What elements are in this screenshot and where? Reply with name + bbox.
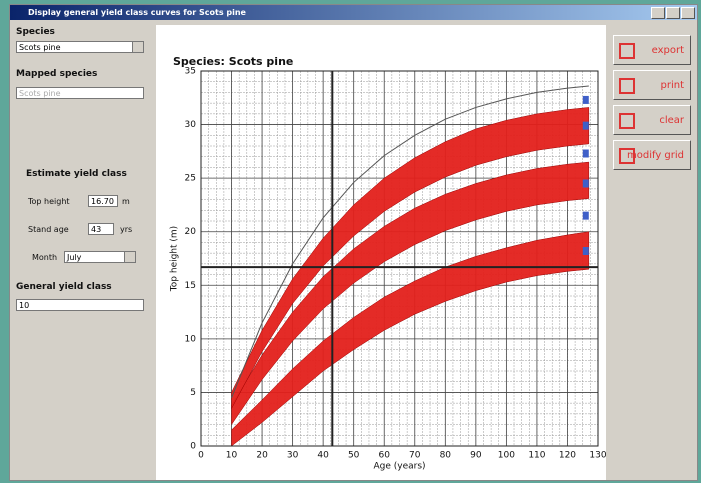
y-tick-label: 5 [190,388,196,398]
y-tick-label: 15 [185,281,196,291]
window-title: Display general yield class curves for S… [28,8,246,17]
page: Display general yield class curves for S… [0,0,701,479]
maximize[interactable] [666,7,680,19]
y-tick-label: 0 [190,442,196,452]
toolbar-button[interactable]: export [613,35,691,65]
y-tick-label: 35 [185,67,196,77]
close[interactable] [681,7,695,19]
x-tick-label: 130 [589,451,606,461]
toolbar-button[interactable]: modify grid [613,140,691,170]
y-tick-label: 25 [185,174,196,184]
x-axis-label: Age (years) [373,462,425,472]
x-tick-label: 70 [409,451,421,461]
x-tick-label: 0 [198,451,204,461]
label: Species [16,27,55,37]
x-tick-label: 30 [287,451,299,461]
unit: m [122,197,130,206]
minimize[interactable] [651,7,665,19]
marker [583,212,589,220]
label: General yield class [16,282,112,292]
x-tick-label: 10 [226,451,238,461]
y-tick-label: 30 [185,120,197,130]
toolbar-button[interactable]: print [613,70,691,100]
label: Stand age [28,225,69,234]
x-tick-label: 80 [440,451,452,461]
marker [583,96,589,104]
window: Display general yield class curves for S… [9,4,698,481]
marker [583,150,589,158]
x-tick-label: 40 [317,451,329,461]
right-panel: export print clear modify grid [611,25,697,480]
x-tick-label: 20 [256,451,268,461]
gyc-field: 10 [16,299,144,311]
marker [583,247,589,255]
toolbar-button[interactable]: clear [613,105,691,135]
heading: Estimate yield class [26,169,127,179]
window-controls [651,7,695,19]
y-tick-label: 20 [185,227,197,237]
y-tick-label: 10 [185,334,197,344]
marker [583,122,589,130]
mapped-field: Scots pine [16,87,144,99]
species-dropdown[interactable]: Scots pine [16,41,144,53]
marker [583,180,589,188]
x-tick-label: 120 [559,451,576,461]
left-panel: Species Scots pine Mapped species Scots … [10,21,150,480]
label: Mapped species [16,69,97,79]
unit: yrs [120,225,132,234]
label: Top height [28,197,70,206]
stand-age-input[interactable]: 43 [88,223,114,235]
x-tick-label: 60 [379,451,391,461]
x-tick-label: 110 [528,451,545,461]
x-tick-label: 100 [498,451,515,461]
x-tick-label: 90 [470,451,482,461]
title-bar: Display general yield class curves for S… [10,5,697,20]
x-tick-label: 50 [348,451,360,461]
label: Month [32,253,57,262]
y-axis-label: Top height (m) [170,226,180,292]
month-dropdown[interactable]: July [64,251,136,263]
top-height-input[interactable]: 16.70 [88,195,118,207]
